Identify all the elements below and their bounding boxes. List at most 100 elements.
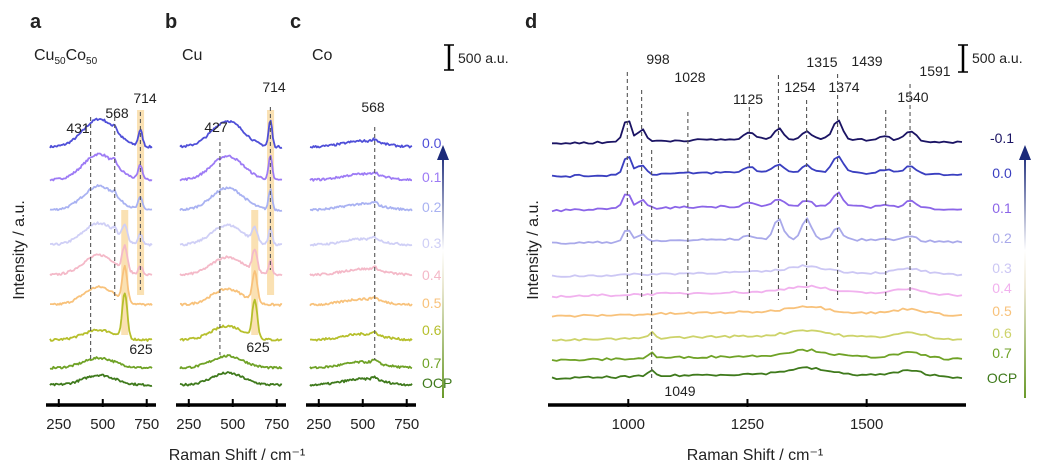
spectrum-b-3 bbox=[179, 223, 283, 247]
peak-label-c-568: 568 bbox=[361, 99, 385, 115]
potential-label-right-4: 0.3 bbox=[992, 260, 1012, 276]
peak-label-a-431: 431 bbox=[66, 120, 90, 136]
x-axis-label-right: Raman Shift / cm⁻¹ bbox=[687, 447, 823, 464]
potential-label-right-3: 0.2 bbox=[992, 230, 1012, 246]
spectrum-b-4 bbox=[179, 248, 283, 277]
y-axis-label-right: Intensity / a.u. bbox=[525, 200, 542, 300]
potential-label-right-6: 0.5 bbox=[992, 303, 1012, 319]
spectrum-c-8 bbox=[309, 375, 413, 387]
peak-label-b-714: 714 bbox=[262, 79, 286, 95]
scale-bar-c-label: 500 a.u. bbox=[458, 50, 509, 66]
potential-arrow-right bbox=[1019, 145, 1031, 398]
x-tick-label-d-1500: 1500 bbox=[850, 416, 883, 433]
potential-label-left-8: OCP bbox=[422, 375, 452, 391]
spectrum-a-5 bbox=[50, 264, 153, 307]
peak-label-a-625: 625 bbox=[129, 341, 153, 357]
spectrum-d-0 bbox=[552, 119, 963, 145]
scale-bar-d-label: 500 a.u. bbox=[972, 50, 1023, 66]
sample-title-a: Cu50Co50 bbox=[34, 47, 98, 67]
x-tick-label-b-750: 750 bbox=[264, 416, 289, 433]
x-tick-label-c-250: 250 bbox=[306, 416, 331, 433]
spectrum-c-1 bbox=[309, 171, 412, 182]
spectrum-b-5 bbox=[179, 270, 283, 307]
peak-label-a-714: 714 bbox=[133, 90, 157, 106]
peak-label-d-998: 998 bbox=[646, 51, 670, 67]
spectrum-d-2 bbox=[551, 191, 963, 213]
x-tick-label-c-750: 750 bbox=[394, 416, 419, 433]
peak-label-a-568: 568 bbox=[105, 105, 129, 121]
sample-title-c: Co bbox=[312, 47, 333, 64]
highlight-band-b-714 bbox=[267, 110, 275, 295]
spectrum-c-4 bbox=[309, 265, 413, 277]
spectrum-a-8 bbox=[49, 373, 153, 387]
panel-label-c: c bbox=[290, 11, 301, 33]
spectrum-a-1 bbox=[49, 152, 153, 182]
spectrum-c-3 bbox=[309, 235, 413, 247]
spectrum-d-6 bbox=[551, 305, 963, 318]
peak-label-b-427: 427 bbox=[204, 119, 228, 135]
spectrum-c-2 bbox=[309, 200, 413, 212]
peak-label-d-1049: 1049 bbox=[664, 383, 695, 399]
spectrum-a-4 bbox=[49, 244, 153, 277]
spectrum-c-7 bbox=[309, 358, 413, 370]
spectrum-b-7 bbox=[179, 354, 283, 370]
peak-label-d-1374: 1374 bbox=[828, 79, 859, 95]
peak-label-d-1028: 1028 bbox=[674, 69, 705, 85]
panel-label-d: d bbox=[525, 11, 537, 33]
potential-label-left-2: 0.2 bbox=[422, 199, 442, 215]
potential-label-left-7: 0.7 bbox=[422, 355, 442, 371]
peak-label-d-1591: 1591 bbox=[919, 63, 950, 79]
peak-label-d-1125: 1125 bbox=[733, 91, 763, 107]
spectrum-d-9 bbox=[551, 366, 963, 381]
spectrum-b-0 bbox=[179, 119, 283, 149]
potential-label-left-3: 0.3 bbox=[422, 235, 442, 251]
x-tick-label-c-500: 500 bbox=[350, 416, 375, 433]
potential-label-right-2: 0.1 bbox=[992, 200, 1012, 216]
spectrum-d-8 bbox=[551, 348, 963, 362]
potential-label-left-1: 0.1 bbox=[422, 169, 442, 185]
peak-label-d-1439: 1439 bbox=[851, 53, 882, 69]
potential-arrow-left bbox=[437, 145, 449, 398]
spectrum-a-7 bbox=[49, 356, 153, 370]
x-tick-label-a-750: 750 bbox=[134, 416, 159, 433]
scale-bar-c: 500 a.u. bbox=[444, 44, 509, 71]
potential-label-right-0: -0.1 bbox=[990, 130, 1014, 146]
potential-label-left-0: 0.0 bbox=[422, 135, 442, 151]
peak-label-d-1540: 1540 bbox=[897, 89, 928, 105]
y-axis-label-left: Intensity / a.u. bbox=[11, 200, 28, 300]
spectrum-a-3 bbox=[50, 221, 153, 247]
spectrum-b-6 bbox=[179, 298, 283, 342]
potential-label-left-4: 0.4 bbox=[422, 267, 442, 283]
spectrum-d-4 bbox=[551, 264, 963, 278]
spectrum-d-7 bbox=[551, 329, 962, 342]
peak-label-d-1315: 1315 bbox=[806, 54, 837, 70]
spectrum-b-1 bbox=[179, 154, 283, 182]
spectrum-c-6 bbox=[309, 330, 413, 342]
x-tick-label-b-250: 250 bbox=[176, 416, 201, 433]
highlight-band-a-714 bbox=[137, 110, 145, 295]
spectrum-d-1 bbox=[551, 155, 963, 179]
spectrum-d-5 bbox=[551, 284, 963, 299]
spectrum-d-3 bbox=[551, 217, 963, 245]
spectrum-a-6 bbox=[49, 292, 153, 342]
peak-label-d-1254: 1254 bbox=[784, 79, 815, 95]
x-tick-label-a-250: 250 bbox=[46, 416, 71, 433]
spectrum-b-2 bbox=[179, 186, 283, 212]
peak-label-b-625: 625 bbox=[246, 339, 270, 355]
x-tick-label-a-500: 500 bbox=[90, 416, 115, 433]
x-axis-label-left: Raman Shift / cm⁻¹ bbox=[169, 447, 305, 464]
potential-label-right-5: 0.4 bbox=[992, 280, 1012, 296]
spectrum-a-0 bbox=[49, 117, 153, 149]
x-tick-label-b-500: 500 bbox=[220, 416, 245, 433]
panel-label-b: b bbox=[165, 11, 177, 33]
potential-label-right-1: 0.0 bbox=[992, 165, 1012, 181]
potential-label-left-6: 0.6 bbox=[422, 322, 442, 338]
sample-title-b: Cu bbox=[182, 47, 202, 64]
potential-label-right-7: 0.6 bbox=[992, 325, 1012, 341]
spectrum-c-5 bbox=[309, 295, 413, 307]
spectrum-b-8 bbox=[179, 371, 283, 387]
panel-label-a: a bbox=[30, 11, 42, 33]
spectrum-c-0 bbox=[309, 137, 413, 149]
potential-label-left-5: 0.5 bbox=[422, 295, 442, 311]
